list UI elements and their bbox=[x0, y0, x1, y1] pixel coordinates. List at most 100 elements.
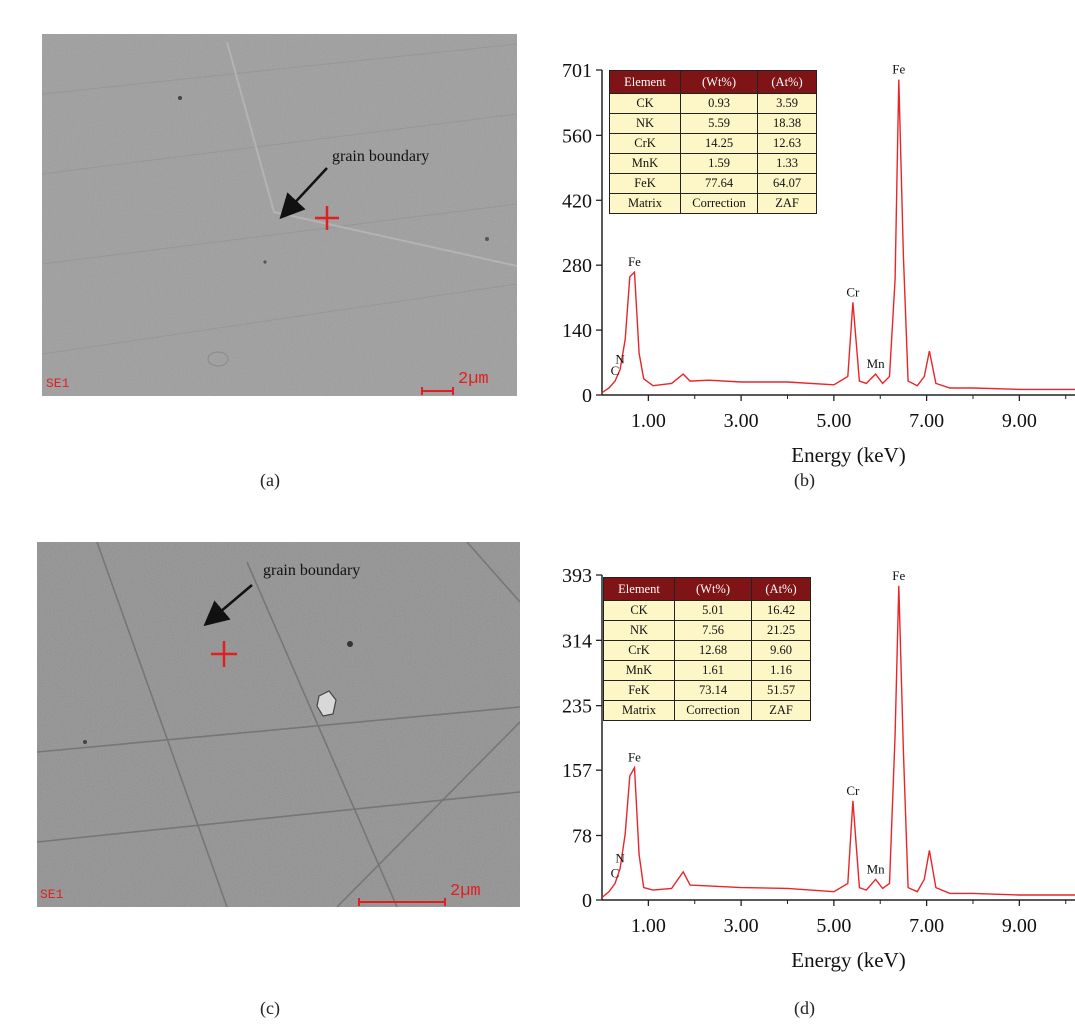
eds-table-d-cell: 51.57 bbox=[751, 680, 811, 701]
eds-table-d-cell: 73.14 bbox=[674, 680, 752, 701]
detector-label-a: SE1 bbox=[46, 376, 70, 391]
sem-image-a: grain boundary SE1 2µm bbox=[42, 34, 517, 396]
spectrum-b-x-tick-label: 5.00 bbox=[816, 410, 851, 432]
eds-table-b-row: CrK 14.25 12.63 bbox=[609, 133, 817, 154]
eds-table-d-header-cell: (At%) bbox=[751, 577, 811, 601]
spectrum-d-y-tick-label: 0 bbox=[582, 890, 592, 912]
spectrum-d-x-tick-label: 5.00 bbox=[816, 915, 851, 937]
eds-table-b-cell: 14.25 bbox=[680, 133, 758, 154]
eds-table-b-row: CK 0.93 3.59 bbox=[609, 93, 817, 114]
spectrum-d-peak-label: Fe bbox=[628, 750, 641, 765]
spectrum-d-peak-label: Fe bbox=[892, 568, 905, 583]
eds-table-d-row: NK 7.56 21.25 bbox=[603, 620, 811, 641]
eds-table-b-cell: 0.93 bbox=[680, 93, 758, 114]
spectrum-b-x-tick-label: 3.00 bbox=[724, 410, 759, 432]
sem-texture-c bbox=[37, 542, 520, 907]
eds-table-d-cell: Correction bbox=[674, 700, 752, 721]
spectrum-b-peak-label: N bbox=[615, 352, 625, 367]
spectrum-b-x-tick-label: 1.00 bbox=[631, 410, 666, 432]
spectrum-d-y-tick-label: 393 bbox=[562, 565, 592, 587]
eds-table-b-row: MnK 1.59 1.33 bbox=[609, 153, 817, 174]
eds-table-d-cell: 9.60 bbox=[751, 640, 811, 661]
eds-table-d-cell: CrK bbox=[603, 640, 675, 661]
eds-table-b: Element (Wt%) (At%) CK 0.93 3.59 NK 5.59 18.38 Cr… bbox=[609, 70, 817, 214]
spectrum-b-x-tick-label: 9.00 bbox=[1002, 410, 1037, 432]
eds-table-b-header-row: Element (Wt%) (At%) bbox=[609, 70, 817, 94]
eds-table-d-row: MnK 1.61 1.16 bbox=[603, 660, 811, 681]
eds-table-b-row: NK 5.59 18.38 bbox=[609, 113, 817, 134]
eds-table-d-cell: 5.01 bbox=[674, 600, 752, 621]
spectrum-d-x-axis-label: Energy (keV) bbox=[791, 948, 906, 972]
eds-table-b-cell: CrK bbox=[609, 133, 681, 154]
spectrum-svg-b: 0 140 280 420 560 701 1.00 3.00 5.00 7.00 9.00 Ener… bbox=[562, 60, 1075, 467]
spectrum-chart-b: 0 140 280 420 560 701 1.00 3.00 5.00 7.00 9.00 Ener… bbox=[540, 55, 1075, 485]
spectrum-d-x-tick-label: 7.00 bbox=[909, 915, 944, 937]
spectrum-b-y-tick-label: 280 bbox=[562, 255, 592, 277]
spectrum-d-y-tick-label: 78 bbox=[572, 825, 592, 847]
eds-table-d-cell: ZAF bbox=[751, 700, 811, 721]
eds-table-b-cell: 18.38 bbox=[757, 113, 817, 134]
eds-table-b-cell: 64.07 bbox=[757, 173, 817, 194]
eds-table-d-cell: CK bbox=[603, 600, 675, 621]
grain-boundary-label-c: grain boundary bbox=[263, 562, 361, 579]
eds-table-d-cell: Matrix bbox=[603, 700, 675, 721]
probe-cross-icon-a bbox=[315, 206, 339, 230]
eds-table-d-cell: NK bbox=[603, 620, 675, 641]
eds-table-d-cell: MnK bbox=[603, 660, 675, 681]
spectrum-b-peak-label: Fe bbox=[628, 254, 641, 269]
eds-table-b-header-cell: Element bbox=[609, 70, 681, 94]
caption-d: (d) bbox=[794, 998, 815, 1018]
spectrum-b-y-tick-label: 420 bbox=[562, 190, 592, 212]
spectrum-d-peak-label: Cr bbox=[846, 783, 860, 798]
spectrum-b-y-tick-label: 560 bbox=[562, 125, 592, 147]
eds-table-b-cell: 5.59 bbox=[680, 113, 758, 134]
eds-table-b-header-cell: (At%) bbox=[757, 70, 817, 94]
eds-table-b-cell: NK bbox=[609, 113, 681, 134]
spectrum-chart-d: 0 78 157 235 314 393 1.00 3.00 5.00 7.00 9.00 Energ… bbox=[540, 560, 1075, 990]
probe-cross-icon-c bbox=[211, 641, 237, 667]
eds-table-d-row: Matrix Correction ZAF bbox=[603, 700, 811, 721]
eds-table-b-row: FeK 77.64 64.07 bbox=[609, 173, 817, 194]
spectrum-b-peak-label: C bbox=[611, 363, 620, 378]
spectrum-d-x-tick-label: 1.00 bbox=[631, 915, 666, 937]
eds-table-b-cell: FeK bbox=[609, 173, 681, 194]
sem-image-c: grain boundary SE1 2µm bbox=[37, 542, 520, 907]
spectrum-d-peak-label: N bbox=[615, 851, 625, 866]
spectrum-d-x-tick-label: 9.00 bbox=[1002, 915, 1037, 937]
eds-table-d-row: CK 5.01 16.42 bbox=[603, 600, 811, 621]
spectrum-d-series-line bbox=[601, 585, 1075, 899]
spectrum-b-peak-label: Cr bbox=[846, 284, 860, 299]
spectrum-b-y-tick-label: 0 bbox=[582, 385, 592, 407]
caption-c: (c) bbox=[260, 998, 280, 1018]
eds-table-d-row: FeK 73.14 51.57 bbox=[603, 680, 811, 701]
spectrum-b-series-line bbox=[601, 79, 1075, 394]
spectrum-d-y-tick-label: 314 bbox=[562, 630, 592, 652]
eds-table-d-cell: 21.25 bbox=[751, 620, 811, 641]
eds-table-b-cell: Correction bbox=[680, 193, 758, 214]
grain-boundary-label-a: grain boundary bbox=[332, 148, 430, 165]
spectrum-b-y-tick-label: 701 bbox=[562, 60, 592, 82]
detector-label-c: SE1 bbox=[40, 887, 64, 902]
eds-table-d-header-cell: Element bbox=[603, 577, 675, 601]
spectrum-b-x-axis-label: Energy (keV) bbox=[791, 443, 906, 467]
grain-boundary-arrow-c bbox=[203, 584, 253, 627]
eds-table-b-cell: 1.59 bbox=[680, 153, 758, 174]
caption-a: (a) bbox=[260, 470, 280, 490]
eds-table-d-header-row: Element (Wt%) (At%) bbox=[603, 577, 811, 601]
spectrum-svg-d: 0 78 157 235 314 393 1.00 3.00 5.00 7.00 9.00 Energ… bbox=[562, 565, 1075, 972]
grain-boundary-arrow-a bbox=[279, 167, 328, 220]
eds-table-b-cell: MnK bbox=[609, 153, 681, 174]
eds-table-d: Element (Wt%) (At%) CK 5.01 16.42 NK 7.56 21.25 C… bbox=[603, 577, 811, 721]
eds-table-d-cell: 1.16 bbox=[751, 660, 811, 681]
spectrum-d-peak-label: C bbox=[611, 865, 620, 880]
eds-table-d-row: CrK 12.68 9.60 bbox=[603, 640, 811, 661]
spectrum-b-peak-label: Fe bbox=[892, 62, 905, 77]
spectrum-b-y-tick-label: 140 bbox=[562, 320, 592, 342]
eds-table-b-cell: 12.63 bbox=[757, 133, 817, 154]
eds-table-d-cell: 7.56 bbox=[674, 620, 752, 641]
eds-table-b-cell: Matrix bbox=[609, 193, 681, 214]
spectrum-d-y-tick-label: 157 bbox=[562, 760, 592, 782]
eds-table-d-cell: 12.68 bbox=[674, 640, 752, 661]
spectrum-b-x-tick-label: 7.00 bbox=[909, 410, 944, 432]
spectrum-d-y-tick-label: 235 bbox=[562, 696, 592, 718]
